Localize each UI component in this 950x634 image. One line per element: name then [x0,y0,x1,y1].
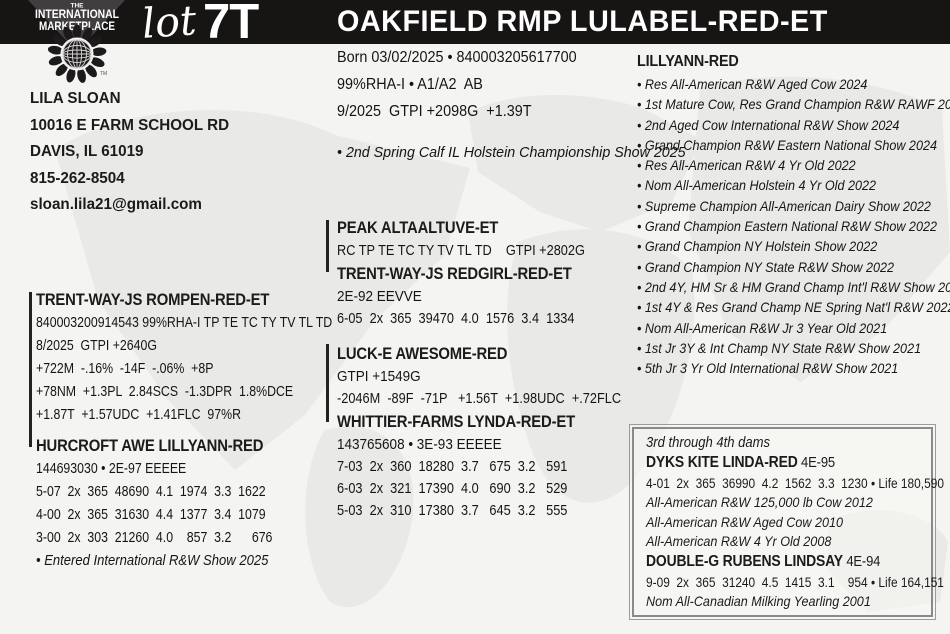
sire3-name: LUCK-E AWESOME-RED [337,345,508,363]
award-item: • Grand Champion Eastern National R&W Sh… [637,218,937,235]
dam3-record: 6-03 2x 321 17390 4.0 690 3.2 529 [337,480,568,497]
award-item: • 1st Jr 3Y & Int Champ NY State R&W Sho… [637,339,922,356]
third-dam-award: All-American R&W 125,000 lb Cow 2012 [646,494,873,510]
logo-text-the: THE [71,3,85,10]
third-dam-record: 4-01 2x 365 36990 4.2 1562 3.3 1230 • Li… [646,475,944,491]
award-item: • Grand Champion R&W Eastern National Sh… [637,136,937,153]
award-item: • 1st Mature Cow, Res Grand Champion R&W… [637,96,950,113]
fourth-dam-record: 9-09 2x 365 31240 4.5 1415 3.1 954 • Lif… [646,573,944,590]
award-item: • Res All-American R&W 4 Yr Old 2022 [637,157,856,174]
award-item: • Supreme Champion All-American Dairy Sh… [637,197,931,214]
fourth-dam-award: Nom All-Canadian Milking Yearling 2001 [646,592,871,609]
award-item: • Nom All-American Holstein 4 Yr Old 202… [637,177,877,194]
granddam-name: TRENT-WAY-JS REDGIRL-RED-ET [337,265,572,283]
consignor-phone: 815-262-8504 [30,169,125,187]
granddam-score: 2E-92 EEVVE [337,288,422,305]
show-note: • 2nd Spring Calf IL Holstein Championsh… [337,144,686,161]
dam-show-note: • Entered International R&W Show 2025 [36,553,269,569]
rha-line: 99%RHA-I • A1/A2 AB [337,76,483,93]
consignor-block: LILA SLOAN 10016 E FARM SCHOOL RD DAVIS,… [30,86,240,219]
sire-proof-line: +78NM +1.3PL 2.84SCS -1.3DPR 1.8%DCE [36,384,294,400]
sire3-gtpi: GTPI +1549G [337,368,421,385]
maternal-line-header: LILLYANN-RED [637,53,739,70]
award-item: • Nom All-American R&W Jr 3 Year Old 202… [637,319,888,336]
third-dam-name: DYKS KITE LINDA-RED [646,454,798,471]
pedigree-connector-mid1 [326,220,329,272]
dam3-name: WHITTIER-FARMS LYNDA-RED-ET [337,413,575,431]
third-dam-name-line: DYKS KITE LINDA-RED 4E-95 [646,453,892,473]
award-item: • Grand Champion NY Holstein Show 2022 [637,238,878,255]
dam-block: HURCROFT AWE LILLYANN-RED 144693030 • 2E… [36,434,314,572]
animal-info-block: Born 03/02/2025 • 840003205617700 99%RHA… [337,44,603,125]
dam-record: 4-00 2x 365 31630 4.4 1377 3.4 1079 [36,507,266,523]
fourth-dam-name-line: DOUBLE-G RUBENS LINDSAY 4E-94 [646,552,892,572]
consignor-name: LILA SLOAN [30,90,121,107]
international-marketplace-logo: THE INTERNATIONAL MARKETPLACE [28,0,125,83]
award-item: • 1st 4Y & Res Grand Champ NE Spring Nat… [637,299,950,316]
sunflower-petals-icon [47,24,107,83]
consignor-email: sloan.lila21@gmail.com [30,196,202,213]
grandsire-name: PEAK ALTAALTUVE-ET [337,219,499,237]
second-generation-block: LUCK-E AWESOME-RED GTPI +1549G -2046M -8… [337,342,671,522]
logo-text-international: INTERNATIONAL [35,9,119,21]
awards-list: • Res All-American R&W Aged Cow 2024 • 1… [637,74,950,378]
further-dams-box: 3rd through 4th dams DYKS KITE LINDA-RED… [629,424,944,620]
dam-record: 3-00 2x 303 21260 4.0 857 3.2 676 [36,530,273,546]
further-dams-box-inner: 3rd through 4th dams DYKS KITE LINDA-RED… [632,427,944,617]
dam3-record: 7-03 2x 360 18280 3.7 675 3.2 591 [337,458,568,475]
third-dam-score-value: 4E-95 [801,455,835,471]
gtpi-line: 9/2025 GTPI +2098G +1.39T [337,103,532,120]
dams-box-title: 3rd through 4th dams [646,435,771,451]
maternal-grandsire-block: PEAK ALTAALTUVE-ET RC TP TE TC TY TV TL … [337,216,629,330]
dam3-reg-line: 143765608 • 3E-93 EEEEE [337,436,502,453]
sire-gtpi-line: 8/2025 GTPI +2640G [36,338,157,354]
sire-proof-line: +1.87T +1.57UDC +1.41FLC 97%R [36,407,241,423]
award-item: • Grand Champion NY State R&W Show 2022 [637,258,895,275]
dam3-record: 5-03 2x 310 17380 3.7 645 3.2 555 [337,502,568,519]
award-item: • 5th Jr 3 Yr Old International R&W Show… [637,360,899,377]
born-line: Born 03/02/2025 • 840003205617700 [337,49,577,66]
globe-icon [60,37,94,71]
dam-reg-line: 144693030 • 2E-97 EEEEE [36,461,187,477]
pedigree-connector-left [29,292,32,447]
consignor-address2: DAVIS, IL 61019 [30,143,144,160]
page-title: OAKFIELD RMP LULABEL-RED-ET [337,5,828,38]
header-bar [0,0,950,44]
dam-record: 5-07 2x 365 48690 4.1 1974 3.3 1622 [36,484,266,500]
dam-name: HURCROFT AWE LILLYANN-RED [36,437,264,455]
sire3-proof: -2046M -89F -71P +1.56T +1.98UDC +.72FLC [337,390,622,407]
third-dam-award: All-American R&W Aged Cow 2010 [646,513,844,530]
granddam-record: 6-05 2x 365 39470 4.0 1576 3.4 1334 [337,310,575,327]
consignor-address1: 10016 E FARM SCHOOL RD [30,116,230,134]
sire-proof-line: +722M -.16% -14F -.06% +8P [36,361,214,377]
third-dam-award: All-American R&W 4 Yr Old 2008 [646,533,832,549]
lot-number: 7T [203,0,259,49]
sire-name: TRENT-WAY-JS ROMPEN-RED-ET [36,291,270,309]
sire-block: TRENT-WAY-JS ROMPEN-RED-ET 8400032009145… [36,288,384,427]
sire-id-line: 840003200914543 99%RHA-I TP TE TC TY TV … [36,315,333,331]
pedigree-connector-mid2 [326,344,329,422]
award-item: • Res All-American R&W Aged Cow 2024 [637,76,868,92]
award-item: • 2nd Aged Cow International R&W Show 20… [637,116,900,133]
grandsire-traits: RC TP TE TC TY TV TL TD GTPI +2802G [337,242,585,259]
fourth-dam-name: DOUBLE-G RUBENS LINDSAY [646,552,843,570]
award-item: • 2nd 4Y, HM Sr & HM Grand Champ Int'l R… [637,278,950,295]
fourth-dam-score-value: 4E-94 [846,553,881,570]
logo-tm-mark: TM [100,71,107,77]
